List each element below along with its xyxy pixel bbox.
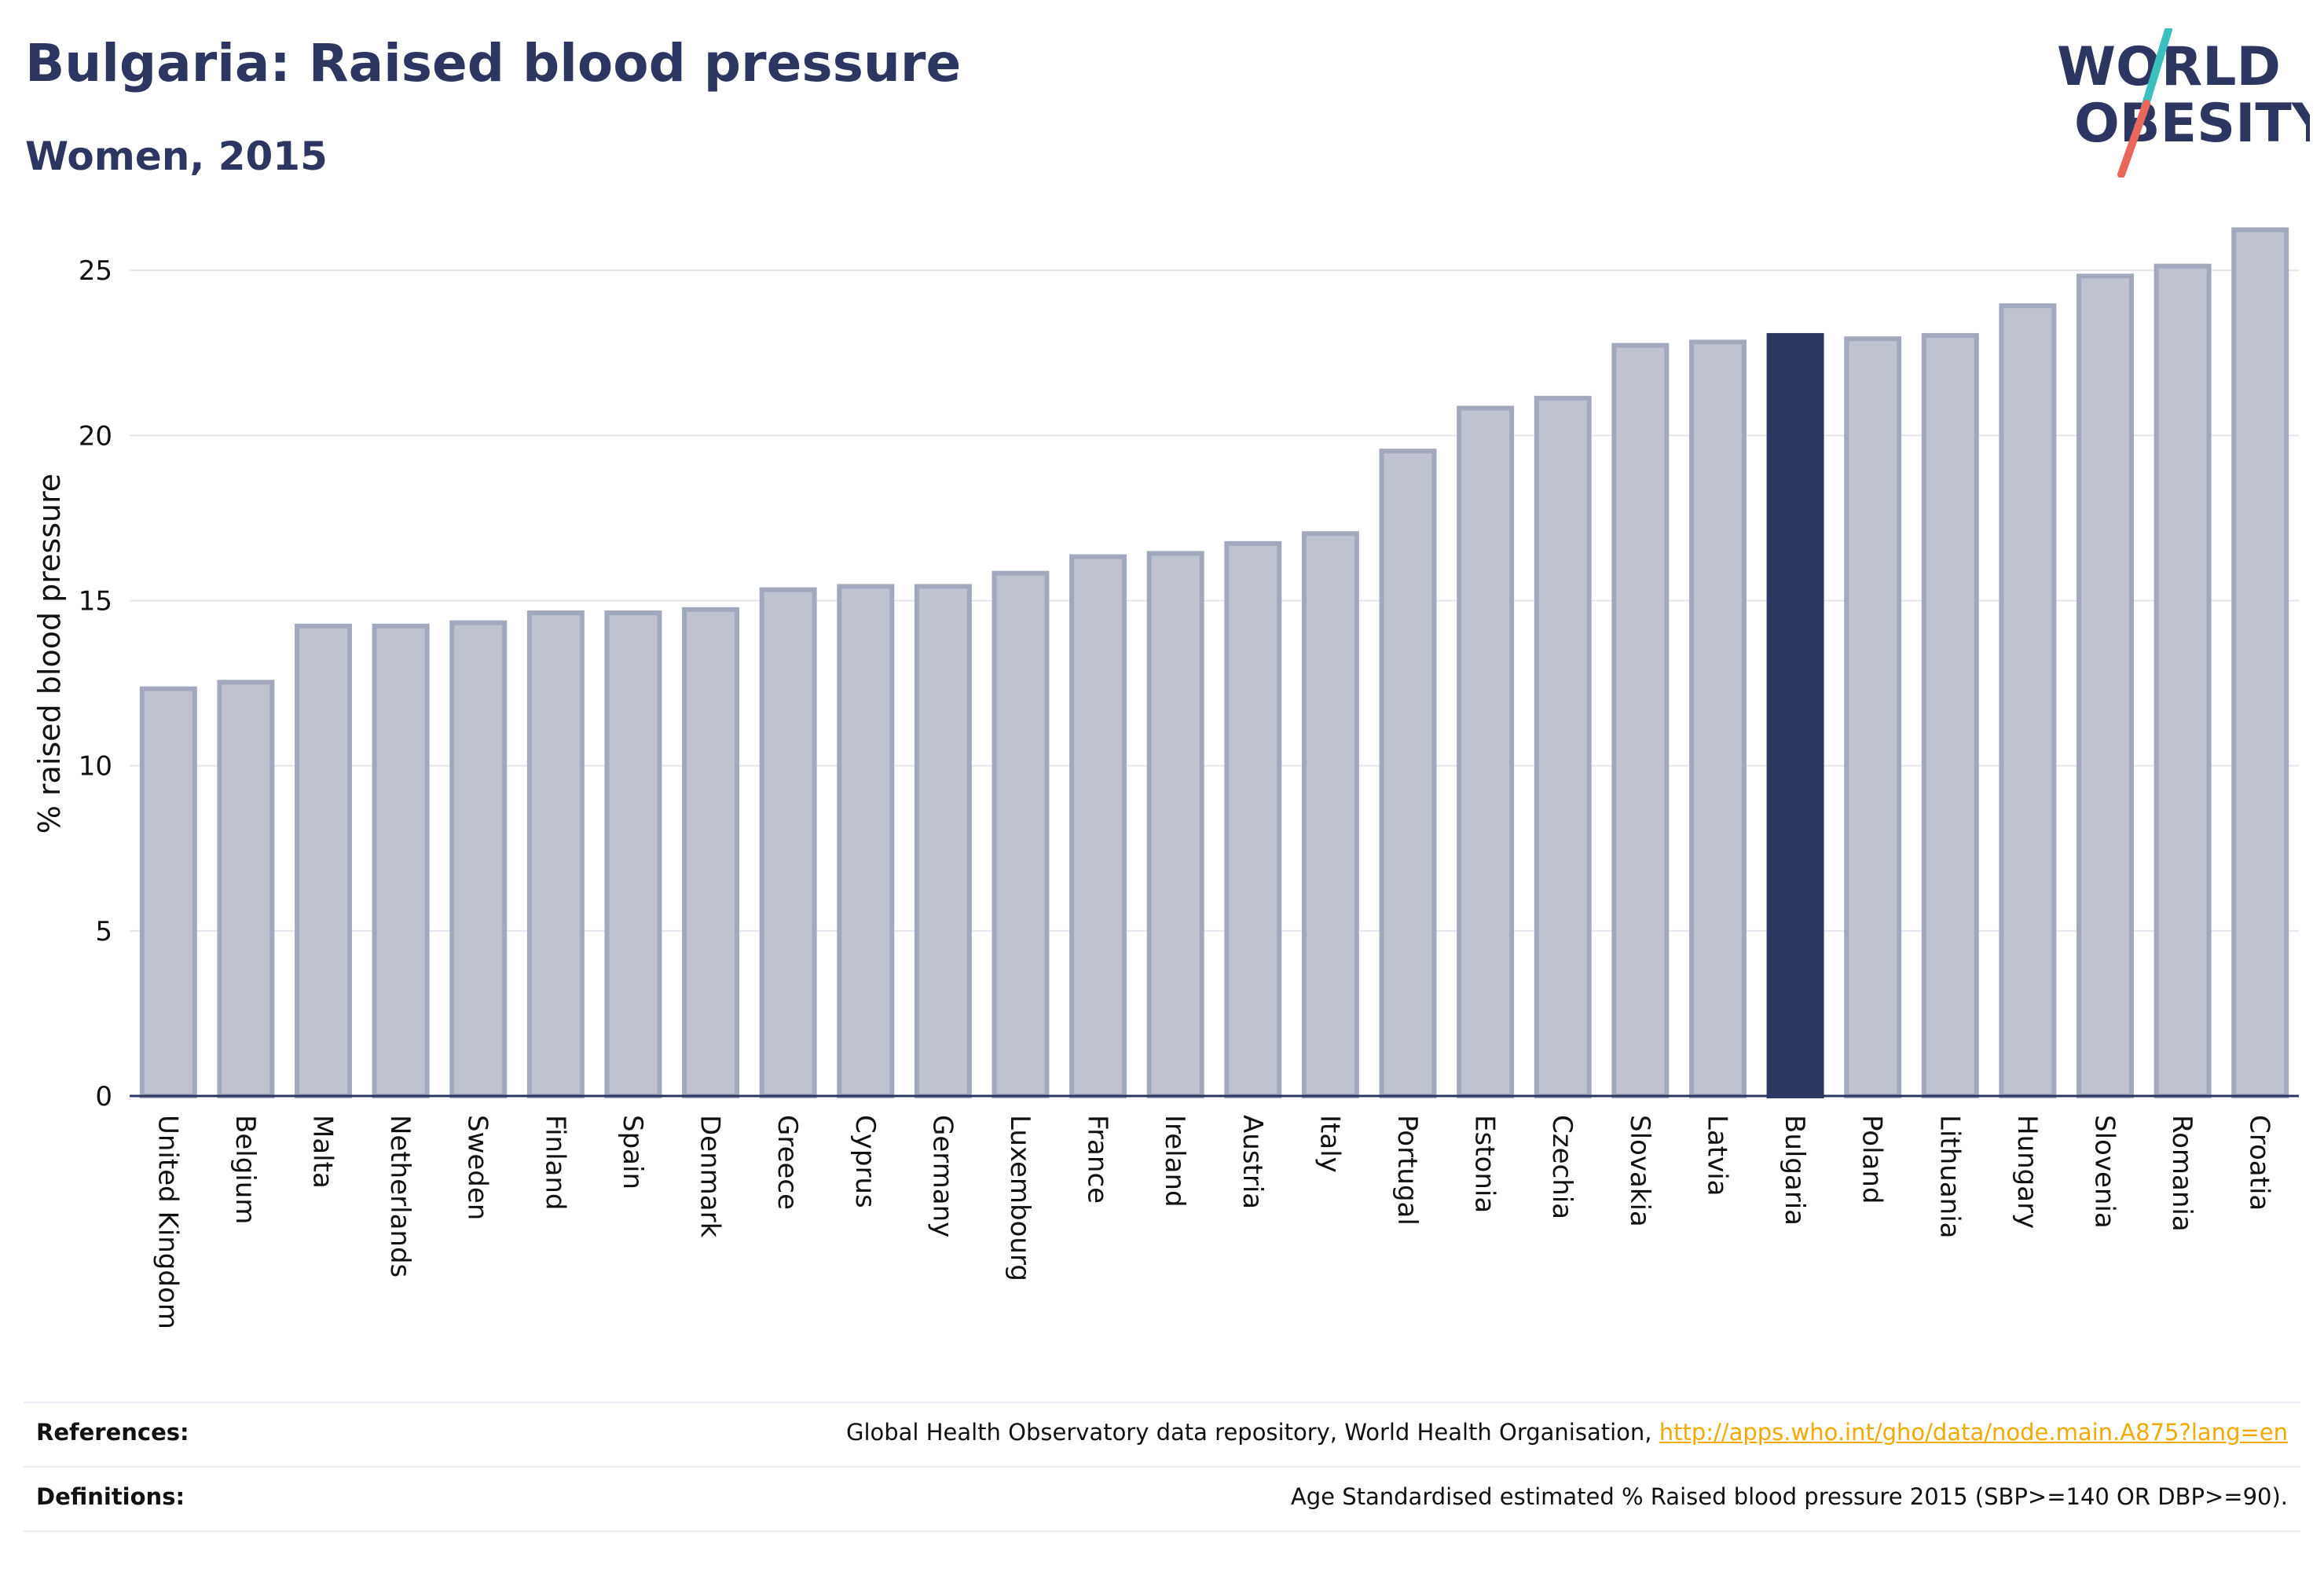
x-tick-label: Portugal [1391, 1115, 1423, 1226]
y-tick-label: 0 [95, 1081, 112, 1112]
world-obesity-logo: WORLD OBESITY [2057, 28, 2310, 178]
x-tick-label: Belgium [229, 1115, 261, 1224]
x-tick-label: Netherlands [384, 1115, 416, 1277]
x-tick-label: Bulgaria [1779, 1115, 1810, 1226]
y-tick-label: 10 [79, 751, 112, 783]
bar-malta [295, 623, 353, 1098]
x-tick-label: Denmark [695, 1115, 726, 1238]
logo-line1: WORLD [2057, 36, 2281, 98]
logo-line2: OBESITY [2074, 93, 2310, 155]
bar-austria [1224, 541, 1282, 1098]
bar-luxembourg [992, 570, 1050, 1098]
x-tick-label: Finland [539, 1115, 570, 1211]
bar-spain [604, 610, 662, 1098]
bar-latvia [1688, 339, 1747, 1098]
x-tick-label: Germany [926, 1115, 958, 1237]
bar-hungary [1999, 303, 2057, 1099]
tick-labels: 0 5 10 15 20 25 United Kingdom Belgium Malta Neth… [79, 255, 2275, 1329]
y-tick-label: 20 [79, 420, 112, 452]
chart-title: Bulgaria: Raised blood pressure [25, 33, 962, 93]
y-tick-label: 15 [79, 585, 112, 617]
x-tick-label: Slovenia [2088, 1115, 2120, 1229]
references-row: References: Global Health Observatory da… [24, 1403, 2300, 1466]
footer-divider-middle [24, 1466, 2300, 1468]
chart-subtitle: Women, 2015 [25, 134, 328, 179]
bar-slovakia [1611, 343, 1670, 1098]
bar-ireland [1146, 551, 1204, 1098]
bar-denmark [682, 607, 740, 1098]
bar-bulgaria [1766, 332, 1824, 1098]
x-tick-label: Sweden [462, 1115, 493, 1220]
bar-united-kingdom [139, 686, 197, 1098]
x-tick-label: Spain [617, 1115, 648, 1189]
x-tick-label: Czechia [1546, 1115, 1578, 1219]
bar-italy [1301, 531, 1359, 1098]
bar-france [1069, 554, 1127, 1098]
x-tick-label: Italy [1314, 1115, 1345, 1173]
bar-netherlands [372, 623, 430, 1098]
definitions-text: Age Standardised estimated % Raised bloo… [1290, 1483, 2288, 1510]
bar-belgium [217, 680, 275, 1098]
footer-divider-top [24, 1402, 2300, 1403]
footer-divider-bottom [24, 1530, 2300, 1532]
logo-slash-red [2117, 100, 2150, 178]
bar-greece [759, 587, 817, 1098]
x-tick-label: United Kingdom [152, 1115, 183, 1329]
x-tick-label: France [1082, 1115, 1113, 1204]
bar-chart: 0 5 10 15 20 25 United Kingdom Belgium Malta Neth… [32, 227, 2299, 1329]
bar-lithuania [1921, 332, 1979, 1098]
x-tick-label: Slovakia [1624, 1115, 1655, 1227]
bars [139, 227, 2289, 1099]
bar-finland [526, 610, 585, 1098]
references-value: Global Health Observatory data repositor… [846, 1419, 2288, 1446]
x-tick-label: Croatia [2244, 1115, 2275, 1211]
x-tick-label: Malta [307, 1115, 339, 1189]
definitions-row: Definitions: Age Standardised estimated … [24, 1468, 2300, 1530]
definitions-label: Definitions: [36, 1483, 185, 1510]
x-tick-label: Ireland [1159, 1115, 1190, 1208]
bar-romania [2154, 263, 2212, 1099]
x-tick-label: Luxembourg [1004, 1115, 1036, 1281]
y-axis-label: % raised blood pressure [32, 474, 67, 834]
references-label: References: [36, 1419, 189, 1446]
bar-cyprus [837, 584, 895, 1098]
bar-slovenia [2076, 273, 2134, 1098]
references-link[interactable]: http://apps.who.int/gho/data/node.main.A… [1659, 1419, 2288, 1446]
x-tick-label: Latvia [1701, 1115, 1732, 1197]
x-tick-label: Estonia [1469, 1115, 1501, 1213]
bar-czechia [1534, 395, 1592, 1098]
bar-croatia [2231, 227, 2289, 1099]
logo-slash-teal [2141, 28, 2172, 111]
x-tick-label: Poland [1857, 1115, 1888, 1204]
y-tick-label: 5 [95, 916, 112, 947]
x-tick-label: Hungary [2011, 1115, 2043, 1229]
references-text: Global Health Observatory data repositor… [845, 1419, 1659, 1446]
bar-poland [1844, 336, 1902, 1099]
x-tick-label: Austria [1237, 1115, 1268, 1209]
bar-estonia [1457, 405, 1515, 1098]
bar-portugal [1379, 449, 1437, 1098]
bar-germany [914, 584, 972, 1098]
x-tick-label: Greece [772, 1115, 803, 1210]
y-tick-label: 25 [79, 255, 112, 287]
x-tick-label: Romania [2166, 1115, 2198, 1232]
x-tick-label: Lithuania [1934, 1115, 1965, 1238]
x-tick-label: Cyprus [849, 1115, 881, 1208]
bar-sweden [449, 620, 508, 1098]
